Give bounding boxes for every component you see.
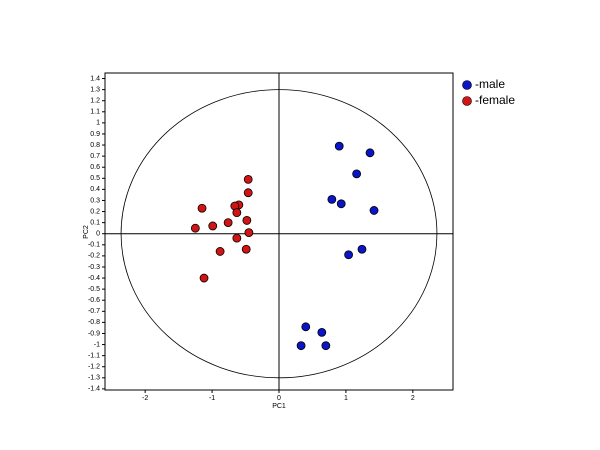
point <box>369 206 379 215</box>
y-tick-label: 0.9 <box>90 131 100 138</box>
point <box>215 247 225 256</box>
y-tick-label: -0.6 <box>88 297 100 304</box>
y-axis-label: PC2 <box>83 225 90 239</box>
y-tick-label: 1.4 <box>90 75 100 82</box>
y-tick-label: -0.3 <box>88 264 100 271</box>
point <box>352 169 362 179</box>
y-tick-label: -0.9 <box>88 330 100 337</box>
point <box>208 221 218 231</box>
y-tick-label: -1.3 <box>88 375 100 382</box>
point <box>232 208 242 218</box>
y-tick-label: -0.4 <box>88 275 100 282</box>
legend-marker <box>462 96 472 106</box>
point <box>296 341 306 351</box>
point <box>301 322 311 332</box>
x-tick-label: 0 <box>277 395 281 402</box>
point <box>344 250 354 260</box>
y-tick-label: 0.5 <box>90 175 100 182</box>
y-tick-label: -0.7 <box>88 308 100 315</box>
point <box>357 244 367 254</box>
y-tick-label: 1 <box>96 120 100 127</box>
point <box>365 148 375 158</box>
y-tick-label: 0.7 <box>90 153 100 160</box>
point <box>336 199 346 209</box>
point <box>242 216 252 225</box>
y-tick-label: -1.1 <box>88 352 100 359</box>
legend-label: -male <box>475 77 505 91</box>
y-tick-label: -1 <box>94 341 100 348</box>
point <box>241 244 251 254</box>
y-tick-label: 0.1 <box>90 219 100 226</box>
point <box>334 141 344 151</box>
y-tick-label: 0.4 <box>90 186 100 193</box>
y-tick-label: 0.3 <box>90 197 100 204</box>
y-tick-label: 1.1 <box>90 109 100 116</box>
point <box>197 203 207 213</box>
point <box>244 228 254 238</box>
point <box>243 188 253 198</box>
y-tick-label: 0.2 <box>90 208 100 215</box>
x-tick-label: 2 <box>411 395 415 402</box>
y-tick-label: -0.2 <box>88 253 100 260</box>
x-tick-label: -2 <box>142 395 148 402</box>
point <box>190 223 200 233</box>
point <box>317 327 327 337</box>
x-tick-label: 1 <box>344 395 348 402</box>
y-tick-label: 0 <box>96 231 100 238</box>
point <box>232 233 242 243</box>
x-axis-label: PC1 <box>272 403 286 410</box>
y-tick-label: 1.2 <box>90 98 100 105</box>
legend-marker <box>462 80 472 90</box>
y-tick-label: 1.3 <box>90 86 100 93</box>
y-tick-label: -0.1 <box>88 242 100 249</box>
y-tick-label: -0.5 <box>88 286 100 293</box>
point <box>321 341 331 351</box>
point <box>327 194 337 204</box>
y-tick-label: -1.2 <box>88 364 100 371</box>
confidence-ellipse <box>120 89 438 379</box>
x-tick-label: -1 <box>209 395 215 402</box>
y-tick-label: -0.8 <box>88 319 100 326</box>
point <box>199 273 209 283</box>
point <box>223 218 233 228</box>
point <box>243 175 253 184</box>
y-tick-label: -1.4 <box>88 386 100 393</box>
y-tick-label: 0.8 <box>90 142 100 149</box>
y-tick-label: 0.6 <box>90 164 100 171</box>
legend-label: -female <box>475 93 515 107</box>
